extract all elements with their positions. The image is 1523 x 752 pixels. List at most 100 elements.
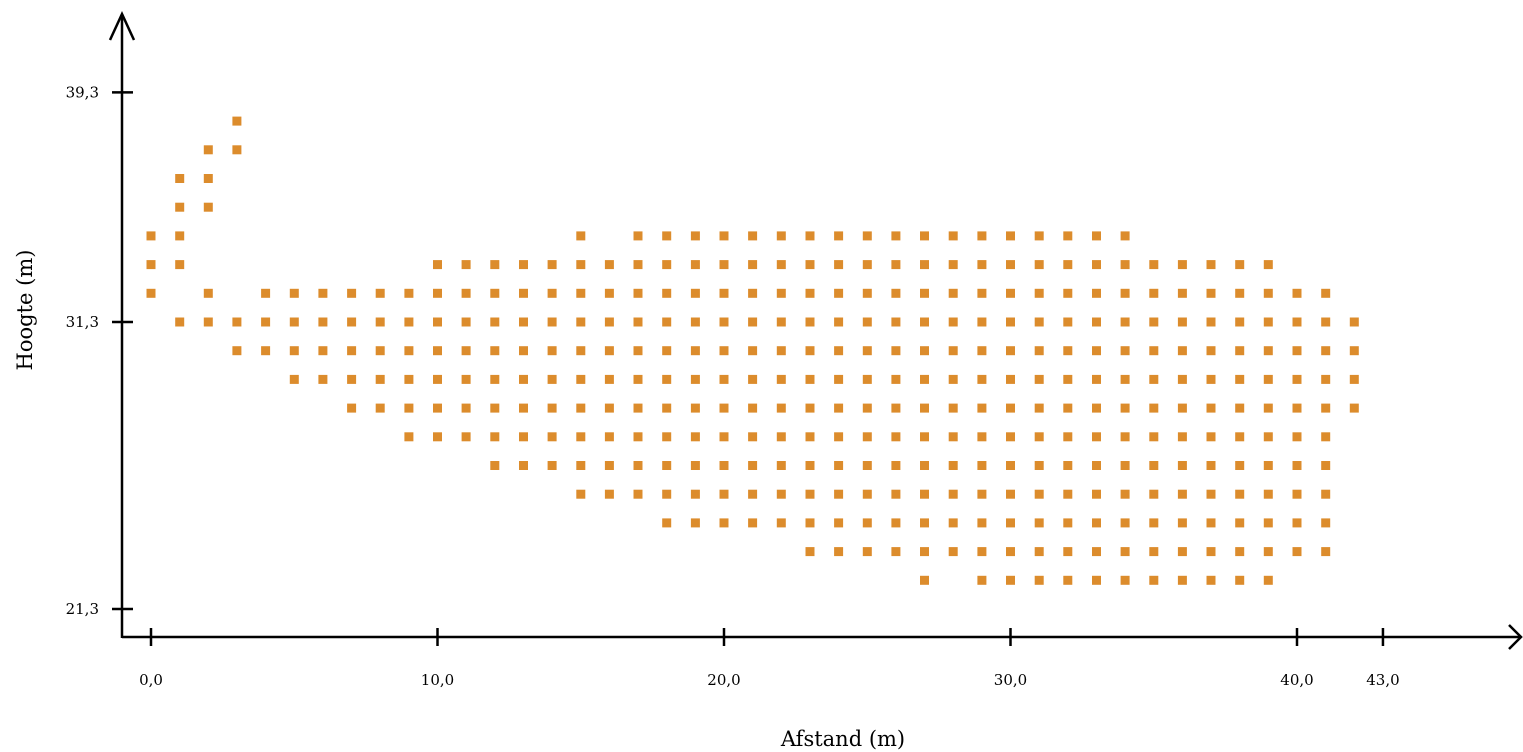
data-point (433, 288, 442, 298)
data-point (920, 547, 929, 557)
data-point (662, 518, 672, 528)
data-point (604, 403, 614, 413)
data-point (1292, 374, 1302, 384)
data-point (748, 288, 758, 298)
data-point (948, 288, 958, 298)
data-point (891, 461, 901, 470)
data-point (490, 317, 500, 327)
data-point (261, 346, 271, 356)
data-point (1235, 575, 1245, 585)
data-point (490, 260, 500, 270)
data-point (805, 260, 815, 270)
data-point (891, 489, 901, 499)
data-point (719, 260, 729, 270)
data-point (404, 374, 414, 384)
data-point (232, 116, 242, 126)
data-point (1149, 461, 1159, 470)
data-point (834, 374, 844, 384)
data-point (1120, 432, 1130, 442)
data-point (519, 374, 528, 384)
data-point (920, 489, 929, 499)
data-point (977, 489, 987, 499)
data-point (977, 317, 987, 327)
data-point (862, 346, 872, 356)
data-point (920, 231, 929, 241)
data-point (1177, 288, 1187, 298)
data-point (748, 231, 758, 241)
x-axis-title: Afstand (m) (780, 727, 905, 751)
data-point (604, 461, 614, 470)
data-point (461, 317, 471, 327)
data-point (662, 288, 672, 298)
data-point (175, 231, 185, 241)
data-point (1177, 260, 1187, 270)
data-point (1235, 518, 1245, 528)
data-point (633, 489, 643, 499)
data-point (920, 575, 929, 585)
data-point (1149, 317, 1159, 327)
data-point (948, 432, 958, 442)
data-point (719, 489, 729, 499)
data-point (633, 374, 643, 384)
data-point (862, 489, 872, 499)
data-point (1263, 547, 1273, 557)
data-point (1235, 403, 1245, 413)
data-point (948, 489, 958, 499)
data-point (289, 317, 299, 327)
data-point (690, 403, 700, 413)
data-point (1206, 260, 1216, 270)
y-tick-label: 21,3 (66, 600, 99, 618)
data-point (948, 231, 958, 241)
data-point (862, 374, 872, 384)
axes (108, 11, 1523, 650)
data-point (690, 231, 700, 241)
data-point (347, 403, 357, 413)
data-point (690, 346, 700, 356)
data-point (490, 288, 500, 298)
data-point (834, 231, 844, 241)
data-point (1034, 432, 1044, 442)
data-point (690, 260, 700, 270)
data-point (1235, 260, 1245, 270)
data-point (1063, 461, 1073, 470)
data-point (948, 374, 958, 384)
data-point (834, 518, 844, 528)
data-point (662, 260, 672, 270)
data-point (1321, 547, 1331, 557)
data-point (1349, 317, 1359, 327)
data-point (1321, 403, 1331, 413)
data-point (1063, 489, 1073, 499)
data-point (347, 317, 357, 327)
data-point (1206, 374, 1216, 384)
data-point (1034, 317, 1044, 327)
data-point (519, 346, 528, 356)
data-point (977, 403, 987, 413)
data-point (261, 288, 271, 298)
data-point (805, 403, 815, 413)
data-point (1006, 575, 1015, 585)
data-point (1206, 317, 1216, 327)
data-point (1149, 288, 1159, 298)
data-point (1235, 489, 1245, 499)
data-point (1206, 547, 1216, 557)
data-point (1092, 489, 1101, 499)
data-point (748, 518, 758, 528)
data-point (375, 317, 385, 327)
data-point (604, 317, 614, 327)
data-point (920, 346, 929, 356)
data-point (920, 317, 929, 327)
data-point (977, 346, 987, 356)
data-point (1063, 346, 1073, 356)
data-point (948, 547, 958, 557)
data-point (1292, 489, 1302, 499)
data-point (1177, 432, 1187, 442)
x-tick-label: 20,0 (707, 671, 740, 689)
data-point (576, 317, 586, 327)
data-point (805, 317, 815, 327)
data-point (1292, 461, 1302, 470)
data-point (576, 432, 586, 442)
data-point (977, 518, 987, 528)
data-point (1120, 575, 1130, 585)
data-point (1177, 374, 1187, 384)
x-tick-label: 0,0 (139, 671, 163, 689)
